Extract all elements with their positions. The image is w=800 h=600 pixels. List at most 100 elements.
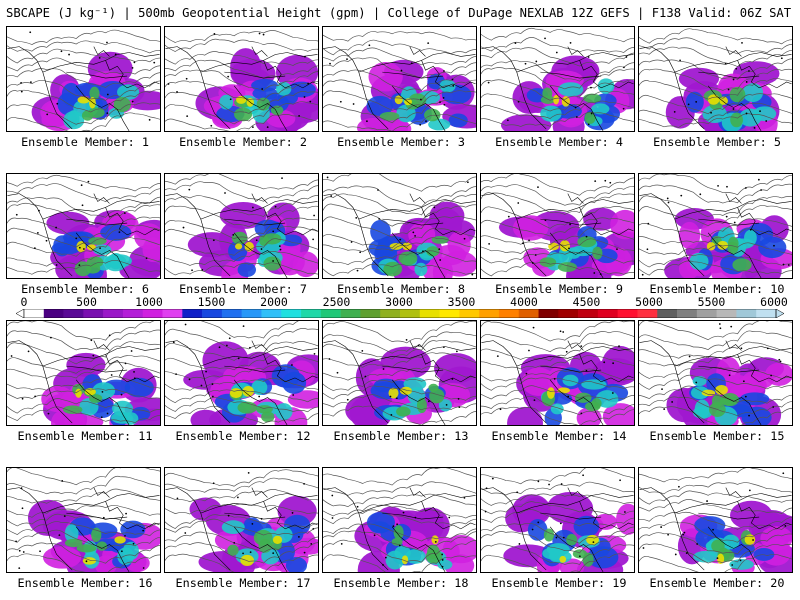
ensemble-member-map: [480, 320, 635, 426]
height-contours: [165, 469, 318, 572]
colorbar-swatch: [677, 309, 698, 318]
height-contours: [481, 27, 634, 127]
ensemble-member-map: [638, 320, 793, 426]
coastline-borders: [7, 340, 160, 425]
cape-field-layer: [379, 93, 441, 122]
cape-field-layer: [383, 236, 449, 277]
ensemble-member-map: [6, 467, 161, 573]
colorbar-swatch: [221, 309, 242, 318]
colorbar-swatch: [459, 309, 480, 318]
colorbar-swatch: [261, 309, 282, 318]
colorbar-tick-label: 500: [76, 295, 97, 309]
height-contours: [639, 28, 792, 128]
colorbar-swatch: [716, 309, 737, 318]
height-contours: [7, 468, 160, 572]
cape-field-layer: [543, 528, 594, 567]
colorbar-tick-label: 5500: [697, 295, 726, 309]
colorbar-swatch: [301, 309, 322, 318]
height-contours: [323, 174, 476, 277]
cape-field-layer: [706, 240, 729, 251]
coastline-borders: [7, 46, 160, 131]
coastline-borders: [323, 46, 476, 131]
height-contours: [323, 468, 476, 572]
colorbar-swatch: [578, 309, 599, 318]
ensemble-member-map: [322, 26, 477, 132]
colorbar-swatch: [400, 309, 421, 318]
sbcape-colorbar: [16, 309, 784, 318]
ensemble-member-label: Ensemble Member: 2: [179, 135, 307, 149]
coastline-borders: [323, 487, 476, 572]
ensemble-member-map: [322, 467, 477, 573]
coastline-borders: [165, 487, 318, 572]
colorbar-tick-label: 1500: [197, 295, 226, 309]
ensemble-member-label: Ensemble Member: 6: [21, 282, 149, 296]
cape-field-layer: [82, 536, 126, 565]
colorbar-swatch: [617, 309, 638, 318]
colorbar-swatch: [43, 309, 64, 318]
height-contours: [639, 321, 792, 425]
colorbar-swatch: [320, 309, 341, 318]
colorbar-swatch: [419, 309, 440, 318]
coastline-borders: [639, 487, 792, 572]
ensemble-member-label: Ensemble Member: 1: [21, 135, 149, 149]
colorbar-swatch: [657, 309, 678, 318]
coastline-borders: [639, 340, 792, 425]
colorbar-swatch: [439, 309, 460, 318]
ensemble-member-map: [164, 320, 319, 426]
coastline-borders: [165, 340, 318, 425]
ensemble-member-label: Ensemble Member: 9: [495, 282, 623, 296]
ensemble-member-label: Ensemble Member: 15: [649, 429, 785, 443]
ensemble-member-map: [164, 26, 319, 132]
ensemble-member-label: Ensemble Member: 17: [175, 576, 311, 590]
cape-field-layer: [540, 87, 602, 124]
colorbar-swatch: [538, 309, 559, 318]
cape-field-layer: [382, 377, 452, 421]
height-contours: [323, 31, 476, 131]
colorbar-swatch: [281, 309, 302, 318]
height-contours: [481, 321, 634, 425]
height-contours: [639, 174, 792, 276]
ensemble-member-label: Ensemble Member: 8: [337, 282, 465, 296]
colorbar-tick-labels: 0 500 1000 1500 2000 2500 3000 3500 4000 4500 5000…: [0, 296, 800, 310]
ensemble-member-map: [638, 467, 793, 573]
coastline-borders: [481, 46, 634, 131]
cape-field-layer: [81, 86, 131, 121]
ensemble-member-label: Ensemble Member: 19: [491, 576, 627, 590]
ensemble-member-map: [638, 173, 793, 279]
colorbar-min-arrow: [16, 309, 25, 318]
ensemble-member-label: Ensemble Member: 3: [337, 135, 465, 149]
ensemble-member-label: Ensemble Member: 7: [179, 282, 307, 296]
ensemble-member-label: Ensemble Member: 16: [17, 576, 153, 590]
colorbar-swatch: [479, 309, 500, 318]
colorbar-swatch: [380, 309, 401, 318]
colorbar-tick-label: 3500: [447, 295, 476, 309]
colorbar-swatch: [162, 309, 183, 318]
coastline-borders: [7, 193, 160, 278]
colorbar-swatch: [498, 309, 520, 318]
ensemble-member-map: [480, 173, 635, 279]
ensemble-member-map: [480, 26, 635, 132]
colorbar-swatch: [241, 309, 262, 318]
ensemble-member-map: [6, 320, 161, 426]
colorbar-tick-label: 4500: [572, 295, 601, 309]
ensemble-member-map: [322, 320, 477, 426]
cape-field-layer: [51, 224, 132, 278]
cape-field-layer: [401, 535, 439, 565]
colorbar-swatch: [83, 309, 104, 318]
colorbar-tick-label: 4000: [510, 295, 538, 309]
colorbar-swatch: [558, 309, 579, 318]
ensemble-member-label: Ensemble Member: 4: [495, 135, 623, 149]
colorbar-swatch: [736, 309, 757, 318]
map-title: SBCAPE (J kg⁻¹) | 500mb Geopotential Hei…: [6, 6, 796, 20]
height-contours: [7, 321, 160, 424]
colorbar-tick-label: 1000: [135, 295, 163, 309]
cape-field-layer: [75, 388, 96, 398]
colorbar-swatch: [518, 309, 539, 318]
height-contours: [165, 30, 318, 131]
colorbar-swatch: [637, 309, 658, 318]
colorbar-swatch: [182, 309, 203, 318]
ensemble-member-map: [322, 173, 477, 279]
ensemble-member-map: [164, 467, 319, 573]
height-contours: [639, 468, 792, 572]
ensemble-member-label: Ensemble Member: 20: [649, 576, 785, 590]
